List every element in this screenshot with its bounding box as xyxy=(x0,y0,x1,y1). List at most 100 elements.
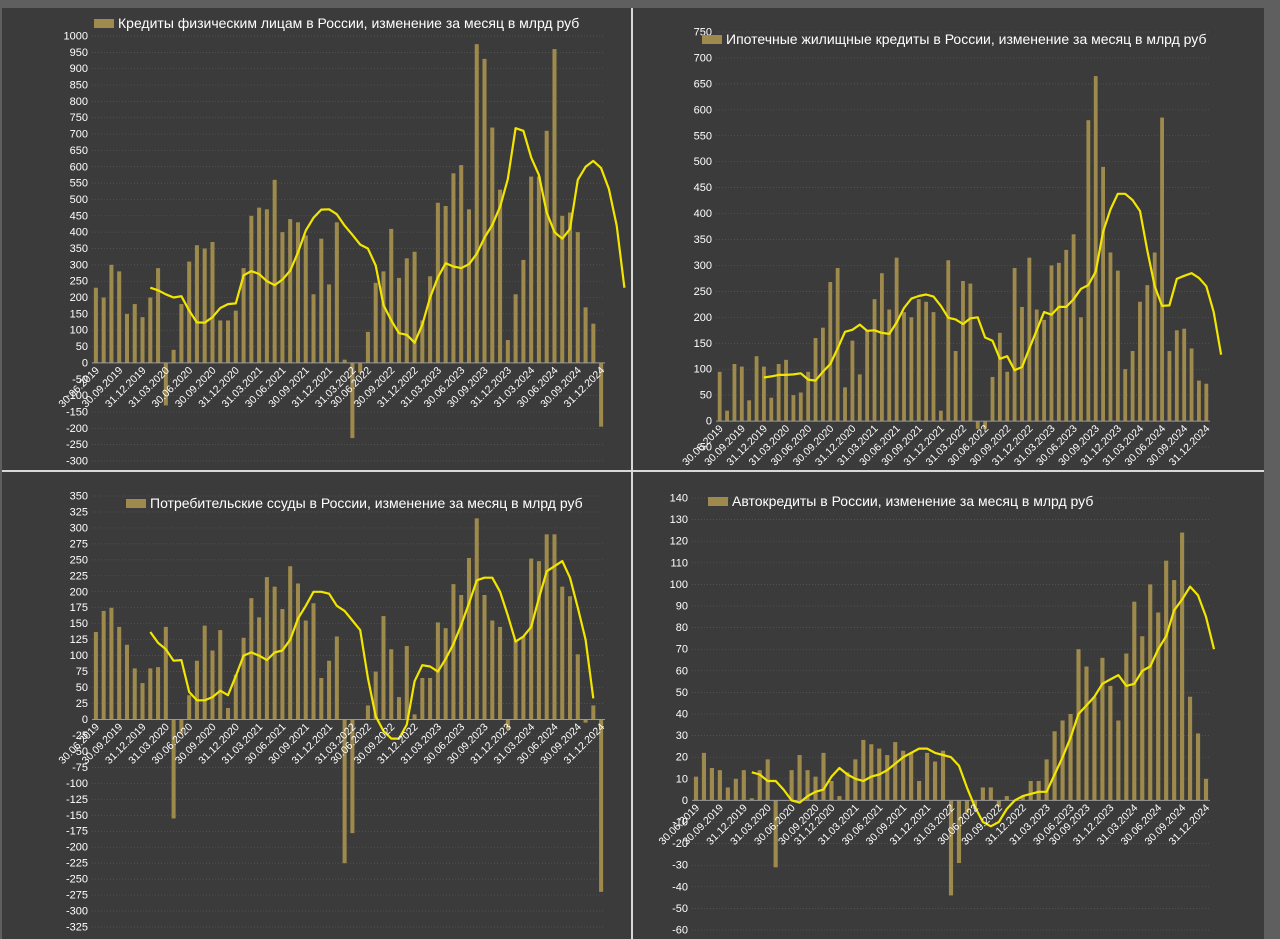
y-tick-label: 600 xyxy=(70,161,88,173)
bar xyxy=(459,165,464,363)
chart-consumer-loans-total: -300 -250 -200 -150 -100 -50 0 50 100 150 200 250 30… xyxy=(56,15,626,468)
bar xyxy=(342,719,347,864)
bar xyxy=(163,362,168,406)
bar xyxy=(536,561,541,720)
bar xyxy=(194,245,199,363)
bar xyxy=(961,281,965,422)
trend-line xyxy=(751,585,1216,828)
bar xyxy=(599,362,604,427)
bar xyxy=(591,705,596,720)
y-tick-label: 90 xyxy=(676,601,688,613)
bar xyxy=(466,557,471,720)
y-tick-label: 20 xyxy=(676,752,688,764)
bar xyxy=(490,127,495,363)
bar xyxy=(909,752,914,801)
bar xyxy=(233,674,238,720)
bar xyxy=(1108,252,1113,422)
bar xyxy=(887,309,892,422)
bar xyxy=(1036,780,1041,801)
bar xyxy=(194,660,199,720)
y-axis: -60 -50 -40 -30 -20 -10 0 10 20 30 40 50 60 70 80 90 100… xyxy=(670,493,688,937)
bar xyxy=(739,366,744,422)
bar xyxy=(171,349,176,363)
y-tick-label: 650 xyxy=(70,145,88,157)
bar xyxy=(435,202,440,363)
bar xyxy=(288,219,293,363)
y-tick-label: -50 xyxy=(72,374,88,386)
legend-swatch xyxy=(708,497,728,506)
bar xyxy=(835,268,840,422)
bar xyxy=(797,755,802,801)
y-axis: -300 -250 -200 -150 -100 -50 0 50 100 150 200 250 30… xyxy=(64,31,88,468)
bar xyxy=(179,304,184,363)
bar xyxy=(1071,234,1076,422)
bar xyxy=(505,719,510,730)
bar xyxy=(901,750,906,801)
y-tick-label: 0 xyxy=(82,357,88,369)
chart-title: Ипотечные жилищные кредиты в России, изм… xyxy=(726,31,1206,47)
bar xyxy=(280,609,285,720)
bar xyxy=(717,371,722,422)
bar xyxy=(365,331,370,363)
bar xyxy=(1148,584,1153,801)
bar xyxy=(725,410,729,422)
bar xyxy=(226,320,231,363)
chart-title: Потребительские ссуды в России, изменени… xyxy=(150,495,583,511)
bar xyxy=(1160,117,1164,422)
bar xyxy=(1197,380,1201,422)
bar xyxy=(148,297,153,363)
trend-line xyxy=(149,127,626,344)
y-tick-label: 100 xyxy=(694,364,712,376)
bar xyxy=(257,617,262,720)
bar xyxy=(1076,649,1081,801)
y-tick-label: 100 xyxy=(70,650,88,662)
y-tick-label: -40 xyxy=(672,881,688,893)
y-tick-label: 550 xyxy=(694,130,712,142)
bar xyxy=(948,800,954,896)
bar xyxy=(257,207,262,363)
bar xyxy=(381,271,386,363)
bar xyxy=(1174,330,1179,422)
bar xyxy=(397,697,402,720)
bar xyxy=(1042,319,1047,422)
y-tick-label: 100 xyxy=(670,579,688,591)
bar xyxy=(373,282,378,363)
bar xyxy=(202,248,207,363)
bar xyxy=(865,330,870,422)
y-tick-label: 25 xyxy=(76,698,88,710)
trend-line xyxy=(149,559,595,740)
y-tick-label: 800 xyxy=(70,96,88,108)
bar xyxy=(956,800,962,864)
y-axis: -50 0 50 100 150 200 250 300 350 400 450 500 550 600 6… xyxy=(694,27,712,454)
y-tick-label: 700 xyxy=(70,129,88,141)
y-tick-label: 950 xyxy=(70,47,88,59)
bar xyxy=(117,626,122,720)
bar xyxy=(925,752,930,801)
bar xyxy=(389,228,394,363)
bar xyxy=(428,677,433,720)
bar xyxy=(412,251,417,363)
bar xyxy=(806,371,811,422)
bar xyxy=(1123,369,1128,422)
bar xyxy=(536,176,541,363)
bar xyxy=(1068,714,1073,801)
bar xyxy=(1093,76,1098,422)
bar xyxy=(575,654,580,720)
y-tick-label: 110 xyxy=(670,557,688,569)
bar xyxy=(997,332,1002,422)
chart-title: Автокредиты в России, изменение за месяц… xyxy=(732,493,1093,509)
x-axis: 30.06.201930.09.201931.12.201931.03.2020… xyxy=(56,364,607,410)
bar xyxy=(303,620,308,720)
y-tick-label: -300 xyxy=(66,456,88,468)
legend: Ипотечные жилищные кредиты в России, изм… xyxy=(702,31,1206,47)
bar xyxy=(132,668,137,720)
bar xyxy=(334,636,339,720)
legend: Потребительские ссуды в России, изменени… xyxy=(126,495,583,511)
bar xyxy=(762,366,766,422)
bar xyxy=(1164,560,1169,801)
bar xyxy=(1092,696,1097,801)
bar xyxy=(872,299,877,422)
legend: Автокредиты в России, изменение за месяц… xyxy=(708,493,1093,509)
bar xyxy=(560,215,565,363)
y-tick-label: 0 xyxy=(82,714,88,726)
